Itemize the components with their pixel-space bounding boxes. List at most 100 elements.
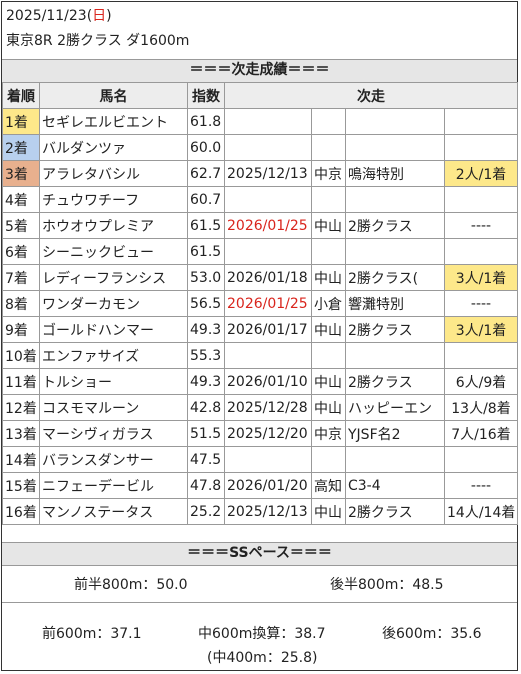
next-date xyxy=(224,238,312,265)
table-row: 16着 マンノステータス 25.2 2025/12/13 中山 2勝クラス 14… xyxy=(2,498,518,525)
rank-cell: 3着 xyxy=(2,160,40,187)
next-track xyxy=(311,342,346,369)
rank-cell: 16着 xyxy=(2,498,40,525)
next-result: 3人/1着 xyxy=(444,316,518,343)
next-race: YJSF名2 xyxy=(345,420,445,447)
rank-cell: 6着 xyxy=(2,238,40,265)
index-cell: 61.5 xyxy=(187,238,225,265)
next-date xyxy=(224,342,312,369)
results-section-title: ＝＝＝次走成績＝＝＝ xyxy=(2,59,517,83)
next-track: 中山 xyxy=(311,368,346,395)
pace-section-title: ＝＝＝SSペース＝＝＝ xyxy=(2,542,517,566)
table-row: 4着 チュウワチーフ 60.7 xyxy=(2,186,518,213)
table-row: 7着 レディーフランシス 53.0 2026/01/18 中山 2勝クラス( 3… xyxy=(2,264,518,291)
next-race xyxy=(345,342,445,369)
rank-cell: 12着 xyxy=(2,394,40,421)
next-race xyxy=(345,108,445,135)
index-cell: 55.3 xyxy=(187,342,225,369)
rank-cell: 14着 xyxy=(2,446,40,473)
index-cell: 56.5 xyxy=(187,290,225,317)
table-row: 12着 コスモマルーン 42.8 2025/12/28 中山 ハッピーエン 13… xyxy=(2,394,518,421)
next-track: 中京 xyxy=(311,420,346,447)
next-track xyxy=(311,108,346,135)
next-date: 2025/12/28 xyxy=(224,394,312,421)
next-result: 14人/14着 xyxy=(444,498,518,525)
rank-cell: 13着 xyxy=(2,420,40,447)
next-date: 2026/01/20 xyxy=(224,472,312,499)
rank-cell: 11着 xyxy=(2,368,40,395)
index-cell: 60.7 xyxy=(187,186,225,213)
race-date: 2025/11/23(日) xyxy=(6,7,112,25)
col-next-race: 次走 xyxy=(224,82,518,109)
next-date: 2026/01/17 xyxy=(224,316,312,343)
index-cell: 47.8 xyxy=(187,472,225,499)
next-track xyxy=(311,446,346,473)
next-result xyxy=(444,238,518,265)
next-track: 中山 xyxy=(311,498,346,525)
index-cell: 49.3 xyxy=(187,368,225,395)
next-result xyxy=(444,108,518,135)
next-result: 6人/9着 xyxy=(444,368,518,395)
index-cell: 25.2 xyxy=(187,498,225,525)
rank-cell: 10着 xyxy=(2,342,40,369)
next-race: C3-4 xyxy=(345,472,445,499)
next-track: 中山 xyxy=(311,316,346,343)
rank-cell: 2着 xyxy=(2,134,40,161)
table-row: 13着 マーシヴィガラス 51.5 2025/12/20 中京 YJSF名2 7… xyxy=(2,420,518,447)
next-date xyxy=(224,134,312,161)
next-race: 2勝クラス xyxy=(345,368,445,395)
rank-cell: 9着 xyxy=(2,316,40,343)
next-race: 2勝クラス( xyxy=(345,264,445,291)
horse-name: ゴールドハンマー xyxy=(39,316,188,343)
horse-name: ホウオウプレミア xyxy=(39,212,188,239)
next-result: 2人/1着 xyxy=(444,160,518,187)
next-race: ハッピーエン xyxy=(345,394,445,421)
next-result xyxy=(444,134,518,161)
next-date: 2025/12/13 xyxy=(224,498,312,525)
table-row: 2着 バルダンツァ 60.0 xyxy=(2,134,518,161)
table-row: 1着 セギレエルビエント 61.8 xyxy=(2,108,518,135)
horse-name: マーシヴィガラス xyxy=(39,420,188,447)
next-track: 中山 xyxy=(311,264,346,291)
index-cell: 42.8 xyxy=(187,394,225,421)
horse-name: チュウワチーフ xyxy=(39,186,188,213)
index-cell: 62.7 xyxy=(187,160,225,187)
horse-name: バランスダンサー xyxy=(39,446,188,473)
next-race xyxy=(345,186,445,213)
first-600: 前600m：37.1 xyxy=(42,626,142,642)
col-horse: 馬名 xyxy=(39,82,188,109)
rank-cell: 5着 xyxy=(2,212,40,239)
next-result: 7人/16着 xyxy=(444,420,518,447)
last-600: 後600m：35.6 xyxy=(382,626,482,642)
next-result: 3人/1着 xyxy=(444,264,518,291)
next-date xyxy=(224,108,312,135)
horse-name: レディーフランシス xyxy=(39,264,188,291)
next-race xyxy=(345,238,445,265)
mid-400: (中400m：25.8) xyxy=(207,650,318,666)
pace-divider xyxy=(2,602,517,603)
table-row: 9着 ゴールドハンマー 49.3 2026/01/17 中山 2勝クラス 3人/… xyxy=(2,316,518,343)
table-row: 11着 トルショー 49.3 2026/01/10 中山 2勝クラス 6人/9着 xyxy=(2,368,518,395)
next-result: ---- xyxy=(444,472,518,499)
results-table: 着順 馬名 指数 次走 1着 セギレエルビエント 61.8 2着 バルダンツァ … xyxy=(2,82,518,525)
next-track: 中山 xyxy=(311,394,346,421)
rank-cell: 1着 xyxy=(2,108,40,135)
second-half-800: 後半800m：48.5 xyxy=(330,577,444,593)
table-row: 14着 バランスダンサー 47.5 xyxy=(2,446,518,473)
horse-name: ニフェーデービル xyxy=(39,472,188,499)
next-track: 中山 xyxy=(311,212,346,239)
horse-name: ワンダーカモン xyxy=(39,290,188,317)
day-of-week: 日 xyxy=(92,8,107,24)
table-row: 15着 ニフェーデービル 47.8 2026/01/20 高知 C3-4 ---… xyxy=(2,472,518,499)
next-race: 鳴海特別 xyxy=(345,160,445,187)
first-half-800: 前半800m：50.0 xyxy=(74,577,188,593)
next-result xyxy=(444,342,518,369)
table-header-row: 着順 馬名 指数 次走 xyxy=(2,82,518,109)
next-date: 2026/01/18 xyxy=(224,264,312,291)
next-race xyxy=(345,446,445,473)
index-cell: 61.5 xyxy=(187,212,225,239)
index-cell: 47.5 xyxy=(187,446,225,473)
index-cell: 53.0 xyxy=(187,264,225,291)
race-title: 東京8R 2勝クラス ダ1600m xyxy=(6,33,190,49)
horse-name: シーニックビュー xyxy=(39,238,188,265)
